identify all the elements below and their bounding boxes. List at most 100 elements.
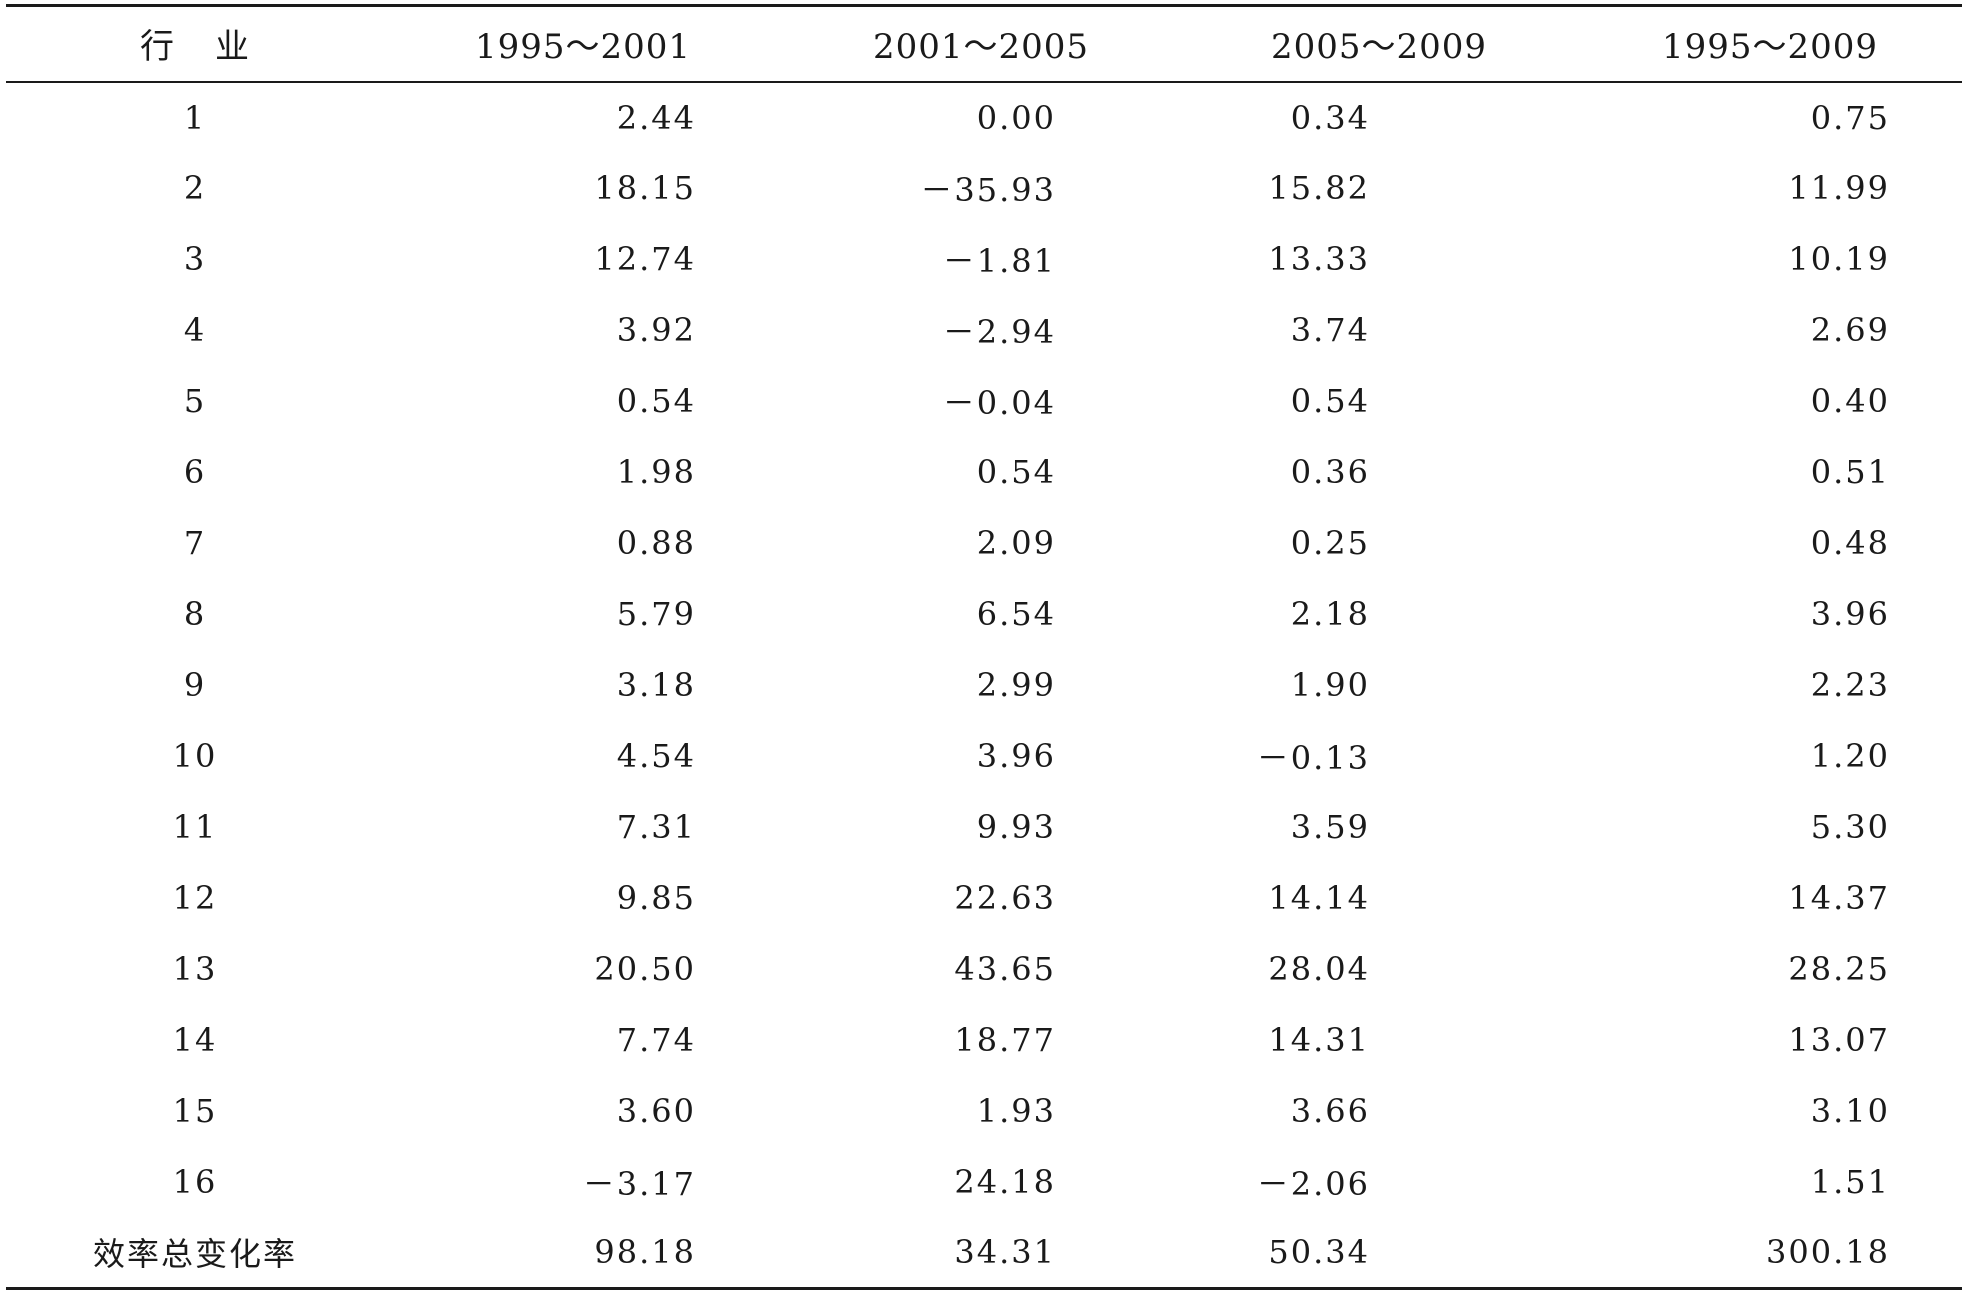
cell-industry: 15 — [172, 1092, 218, 1130]
table-row: 14 7.74 18.77 14.31 13.07 — [6, 1005, 1962, 1076]
cell-1995-2001: 4.54 — [616, 737, 696, 775]
cell-1995-2009: 3.10 — [1810, 1092, 1890, 1130]
table-row: 16 －3.17 24.18 －2.06 1.51 — [6, 1147, 1962, 1218]
cell-2005-2009: 15.82 — [1268, 169, 1370, 207]
cell-2005-2009: 3.59 — [1290, 808, 1370, 846]
cell-1995-2001: 0.88 — [616, 524, 696, 562]
cell-2005-2009: 0.34 — [1290, 98, 1370, 137]
cell-2001-2005: 2.99 — [976, 666, 1056, 704]
table-row: 效率总变化率 98.18 34.31 50.34 300.18 — [6, 1217, 1962, 1290]
cell-1995-2001: 12.74 — [594, 240, 696, 278]
cell-1995-2009: 300.18 — [1578, 1217, 1962, 1290]
cell-industry: 10 — [172, 737, 218, 775]
table-row: 7 0.88 2.09 0.25 0.48 — [6, 508, 1962, 579]
table-row: 8 5.79 6.54 2.18 3.96 — [6, 579, 1962, 650]
cell-1995-2009: 3.96 — [1810, 595, 1890, 633]
cell-2005-2009: 0.25 — [1290, 524, 1370, 562]
cell-1995-2009: 1.20 — [1810, 737, 1890, 775]
cell-1995-2009: 14.37 — [1788, 879, 1890, 917]
cell-2001-2005: 6.54 — [976, 595, 1056, 633]
table-header: 行业 1995～2001 2001～2005 2005～2009 1995～20… — [6, 4, 1962, 83]
cell-2001-2005: 9.93 — [976, 808, 1056, 846]
cell-1995-2009: 28.25 — [1788, 950, 1890, 988]
header-row: 行业 1995～2001 2001～2005 2005～2009 1995～20… — [6, 4, 1962, 83]
table-row: 4 3.92 －2.94 3.74 2.69 — [6, 295, 1962, 366]
cell-2005-2009: 28.04 — [1268, 950, 1370, 988]
cell-industry: 14 — [172, 1021, 218, 1059]
data-table-container: 行业 1995～2001 2001～2005 2005～2009 1995～20… — [6, 4, 1962, 1290]
cell-industry: 7 — [183, 524, 207, 562]
cell-2005-2009: 0.54 — [1290, 382, 1370, 420]
cell-2001-2005: 3.96 — [976, 737, 1056, 775]
cell-2001-2005: －0.04 — [942, 384, 1056, 422]
header-industry: 行业 — [6, 4, 384, 83]
cell-1995-2001: 5.79 — [616, 595, 696, 633]
cell-2001-2005: －2.94 — [942, 313, 1056, 351]
cell-1995-2001: 20.50 — [594, 950, 696, 988]
cell-2005-2009: 2.18 — [1290, 595, 1370, 633]
cell-2001-2005: 2.09 — [976, 524, 1056, 562]
cell-industry: 11 — [172, 808, 218, 846]
cell-1995-2009: 1.51 — [1810, 1163, 1890, 1201]
table-row: 2 18.15 －35.93 15.82 11.99 — [6, 153, 1962, 224]
cell-2005-2009: 3.74 — [1290, 311, 1370, 349]
cell-1995-2001: 9.85 — [616, 879, 696, 917]
cell-1995-2001: 3.92 — [616, 311, 696, 349]
cell-industry: 12 — [172, 879, 218, 917]
cell-1995-2009: 0.75 — [1810, 98, 1890, 137]
cell-1995-2009: 0.51 — [1810, 453, 1890, 491]
table-row: 5 0.54 －0.04 0.54 0.40 — [6, 366, 1962, 437]
cell-2005-2009: 14.31 — [1268, 1021, 1370, 1059]
table-row: 12 9.85 22.63 14.14 14.37 — [6, 863, 1962, 934]
cell-1995-2009: 5.30 — [1810, 808, 1890, 846]
cell-1995-2001: 3.18 — [616, 666, 696, 704]
cell-1995-2009: 11.99 — [1788, 169, 1890, 207]
cell-2005-2009: 1.90 — [1290, 666, 1370, 704]
cell-2001-2005: 1.93 — [976, 1092, 1056, 1130]
cell-1995-2009: 2.69 — [1810, 311, 1890, 349]
table-row: 3 12.74 －1.81 13.33 10.19 — [6, 224, 1962, 295]
cell-1995-2009: 0.40 — [1810, 382, 1890, 420]
cell-2001-2005: 0.54 — [976, 453, 1056, 491]
table-body: 1 2.44 0.00 0.34 0.75 2 18.15 －35.93 15.82 11.99 3… — [6, 82, 1962, 1290]
cell-1995-2001: 7.74 — [616, 1021, 696, 1059]
cell-1995-2001: 7.31 — [616, 808, 696, 846]
cell-1995-2009: 2.23 — [1810, 666, 1890, 704]
cell-industry: 13 — [172, 950, 218, 988]
cell-2001-2005: 18.77 — [954, 1021, 1056, 1059]
cell-1995-2009: 13.07 — [1788, 1021, 1890, 1059]
cell-2001-2005: 0.00 — [976, 98, 1056, 137]
cell-1995-2001: 2.44 — [616, 98, 696, 137]
cell-industry: 8 — [183, 595, 207, 633]
cell-2005-2009: 14.14 — [1268, 879, 1370, 917]
cell-2001-2005: －35.93 — [920, 171, 1056, 209]
cell-2001-2005: 22.63 — [954, 879, 1056, 917]
cell-industry: 5 — [183, 382, 207, 420]
cell-2001-2005: 34.31 — [782, 1217, 1180, 1290]
cell-2005-2009: －2.06 — [1256, 1165, 1370, 1203]
table-row: 10 4.54 3.96 －0.13 1.20 — [6, 721, 1962, 792]
cell-industry: 4 — [183, 311, 207, 349]
header-period-2005-2009: 2005～2009 — [1180, 4, 1578, 83]
cell-industry: 16 — [172, 1163, 218, 1201]
cell-industry: 1 — [183, 98, 207, 137]
cell-2001-2005: 43.65 — [954, 950, 1056, 988]
cell-2005-2009: 0.36 — [1290, 453, 1370, 491]
header-period-1995-2009: 1995～2009 — [1578, 4, 1962, 83]
header-period-1995-2001: 1995～2001 — [384, 4, 782, 83]
cell-1995-2001: 0.54 — [616, 382, 696, 420]
table-row: 6 1.98 0.54 0.36 0.51 — [6, 437, 1962, 508]
table-row: 9 3.18 2.99 1.90 2.23 — [6, 650, 1962, 721]
cell-1995-2001: 98.18 — [384, 1217, 782, 1290]
cell-2005-2009: 13.33 — [1268, 240, 1370, 278]
cell-1995-2001: 1.98 — [616, 453, 696, 491]
table-row: 11 7.31 9.93 3.59 5.30 — [6, 792, 1962, 863]
table-row: 13 20.50 43.65 28.04 28.25 — [6, 934, 1962, 1005]
cell-industry: 3 — [183, 240, 207, 278]
efficiency-change-table: 行业 1995～2001 2001～2005 2005～2009 1995～20… — [6, 4, 1962, 1290]
cell-1995-2009: 10.19 — [1788, 240, 1890, 278]
cell-1995-2001: 18.15 — [594, 169, 696, 207]
cell-industry: 2 — [183, 169, 207, 207]
cell-1995-2001: 3.60 — [616, 1092, 696, 1130]
cell-2005-2009: 50.34 — [1180, 1217, 1578, 1290]
